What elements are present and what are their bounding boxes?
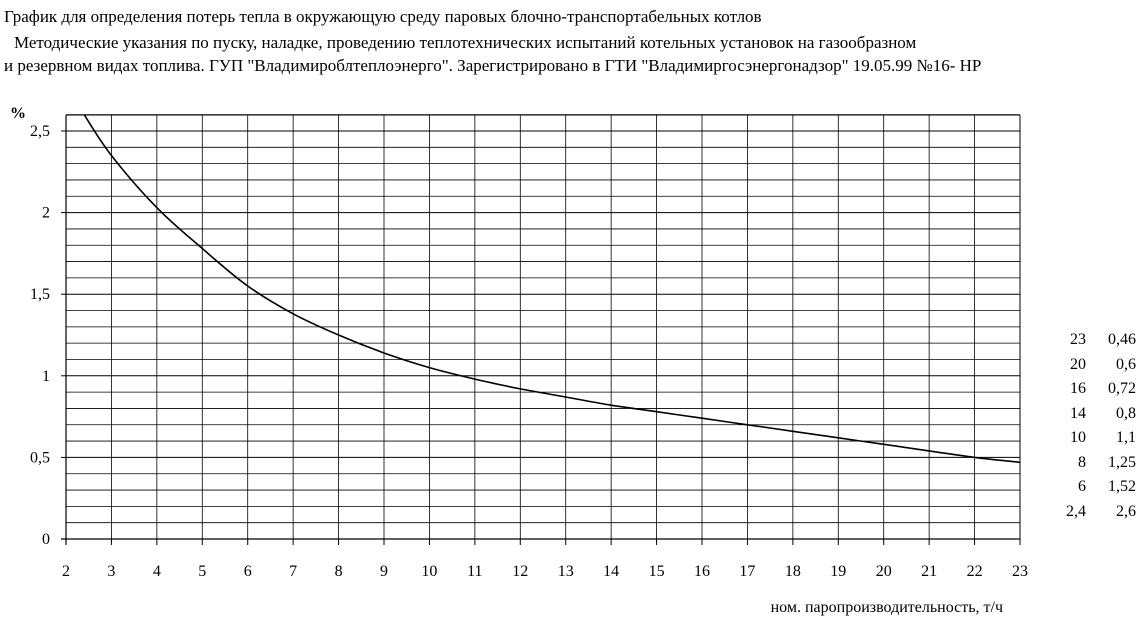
axes: [61, 114, 1021, 545]
table-row: 10 1,1: [1056, 426, 1136, 451]
table-cell-loss: 2,6: [1116, 502, 1136, 520]
table-row: 8 1,25: [1056, 451, 1136, 476]
y-tick-label: 2,5: [30, 123, 50, 140]
x-tick-label: 18: [785, 563, 801, 580]
chart-title-line-3: и резервном видах топлива. ГУП "Владимир…: [4, 56, 982, 75]
y-tick-label: 0,5: [30, 449, 50, 466]
x-tick-label: 19: [830, 563, 846, 580]
x-tick-label: 20: [876, 563, 892, 580]
table-cell-capacity: 6: [1078, 478, 1086, 496]
x-tick-label: 16: [694, 563, 710, 580]
table-cell-capacity: 14: [1070, 404, 1086, 422]
tick-labels: 2 3 4 5 6 7 8 9 10 11 12 13 14 15 16 17 18 19 20 21 22 2300,5…: [30, 123, 1028, 580]
x-tick-label: 15: [649, 563, 665, 580]
table-row: 14 0,8: [1056, 402, 1136, 427]
table-cell-loss: 1,1: [1116, 429, 1136, 447]
y-tick-label: 1: [42, 368, 50, 385]
table-row: 16 0,72: [1056, 377, 1136, 402]
x-tick-label: 13: [558, 563, 574, 580]
table-cell-loss: 0,6: [1116, 355, 1136, 373]
data-series: [83, 115, 1020, 464]
x-tick-label: 21: [921, 563, 937, 580]
grid-minor: [66, 114, 1020, 539]
table-cell-capacity: 2,4: [1066, 502, 1086, 520]
table-row: 2,4 2,6: [1056, 500, 1136, 525]
x-tick-label: 2: [62, 563, 70, 580]
y-tick-label: 2: [42, 205, 50, 222]
grid-major: [66, 130, 1020, 458]
table-cell-loss: 1,25: [1108, 453, 1136, 471]
data-table: 23 0,46 20 0,6 16 0,72 14 0,8 10 1,1 8 1,25 6 1,52 2,4…: [1056, 328, 1136, 524]
x-tick-label: 12: [512, 563, 528, 580]
x-tick-label: 8: [335, 563, 343, 580]
table-cell-loss: 0,46: [1108, 331, 1136, 349]
table-cell-capacity: 8: [1078, 453, 1086, 471]
x-tick-label: 4: [153, 563, 161, 580]
x-tick-label: 10: [421, 563, 437, 580]
table-cell-capacity: 23: [1070, 331, 1086, 349]
table-row: 20 0,6: [1056, 353, 1136, 378]
table-cell-capacity: 16: [1070, 380, 1086, 398]
x-tick-label: 11: [467, 563, 482, 580]
table-cell-loss: 0,72: [1108, 380, 1136, 398]
table-cell-capacity: 10: [1070, 429, 1086, 447]
y-tick-label: 0: [42, 531, 50, 548]
x-tick-label: 14: [603, 563, 619, 580]
x-tick-label: 6: [244, 563, 252, 580]
y-axis-label: %: [10, 105, 26, 122]
table-cell-loss: 0,8: [1116, 404, 1136, 422]
x-tick-label: 23: [1012, 563, 1028, 580]
chart-title-line-1: График для определения потерь тепла в ок…: [4, 7, 762, 26]
x-tick-label: 9: [380, 563, 388, 580]
x-tick-label: 7: [289, 563, 297, 580]
x-tick-label: 17: [739, 563, 755, 580]
x-tick-label: 22: [967, 563, 983, 580]
x-axis-label: ном. паропроизводительность, т/ч: [771, 599, 1003, 616]
y-tick-label: 1,5: [30, 286, 50, 303]
table-cell-loss: 1,52: [1108, 478, 1136, 496]
table-cell-capacity: 20: [1070, 355, 1086, 373]
series-line: [83, 115, 1020, 464]
table-row: 23 0,46: [1056, 328, 1136, 353]
x-tick-label: 3: [107, 563, 115, 580]
table-row: 6 1,52: [1056, 475, 1136, 500]
x-tick-label: 5: [198, 563, 206, 580]
chart-title-line-2: Методические указания по пуску, наладке,…: [14, 33, 917, 52]
